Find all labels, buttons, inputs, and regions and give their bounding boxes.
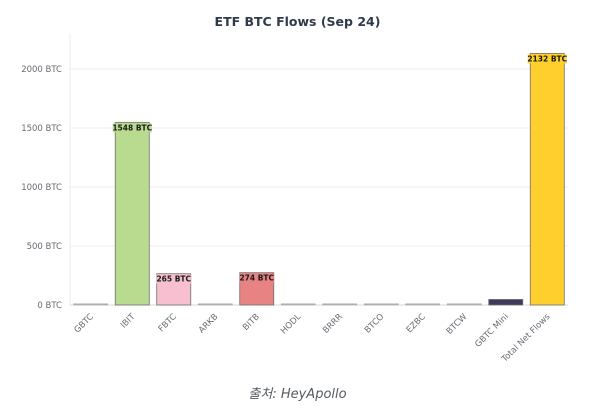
y-tick-label: 1500 BTC	[21, 124, 62, 134]
source-caption: 출처: HeyApollo	[248, 387, 347, 402]
data-labels: 1548 BTC 265 BTC 274 BTC 2132 BTC	[112, 54, 568, 284]
bar-hodl	[280, 303, 316, 306]
bar-arkb	[197, 303, 233, 306]
x-tick-label: BRRR	[321, 312, 345, 336]
x-tick-label: BTCW	[445, 312, 470, 337]
data-label-bg	[239, 273, 275, 283]
x-tick-label: BITB	[241, 312, 262, 333]
y-tick-label: 0 BTC	[37, 301, 62, 311]
bar-brrr	[322, 303, 358, 306]
x-tick-label: GBTC Mini	[473, 312, 511, 350]
bar-gbtc-mini	[488, 299, 524, 306]
y-tick-label: 2000 BTC	[21, 65, 62, 75]
grid-lines	[69, 33, 568, 306]
x-tick-label: BTCO	[363, 312, 387, 336]
chart-title: ETF BTC Flows (Sep 24)	[214, 14, 381, 29]
x-tick-label: HODL	[279, 312, 303, 336]
bar-ezbc	[405, 303, 441, 306]
bar-btco	[363, 303, 399, 306]
x-tick-label: GBTC	[72, 312, 95, 335]
data-label: 2132 BTC	[527, 54, 567, 63]
bar-total-net-flows	[529, 53, 565, 306]
bar-ibit	[114, 121, 150, 306]
x-tick-label: IBIT	[119, 311, 138, 330]
bar-btcw	[446, 303, 482, 306]
x-tick-label: ARKB	[197, 312, 221, 336]
data-label-bg	[156, 274, 192, 284]
y-tick-label: 1000 BTC	[21, 183, 62, 193]
y-axis-ticks: 0 BTC 500 BTC 1000 BTC 1500 BTC 2000 BTC	[21, 65, 62, 311]
y-tick-label: 500 BTC	[27, 242, 62, 252]
data-label-bg	[527, 54, 567, 64]
x-tick-label: EZBC	[405, 312, 428, 335]
data-label: 274 BTC	[239, 274, 274, 283]
data-label: 1548 BTC	[112, 123, 152, 132]
data-label: 265 BTC	[156, 275, 191, 284]
x-tick-label: FBTC	[157, 312, 179, 334]
data-label-bg	[112, 123, 152, 133]
bar-gbtc	[73, 303, 109, 306]
bars	[73, 53, 565, 306]
x-axis-labels: GBTC IBIT FBTC ARKB BITB HODL BRRR BTCO EZBC BTCW…	[72, 311, 552, 365]
